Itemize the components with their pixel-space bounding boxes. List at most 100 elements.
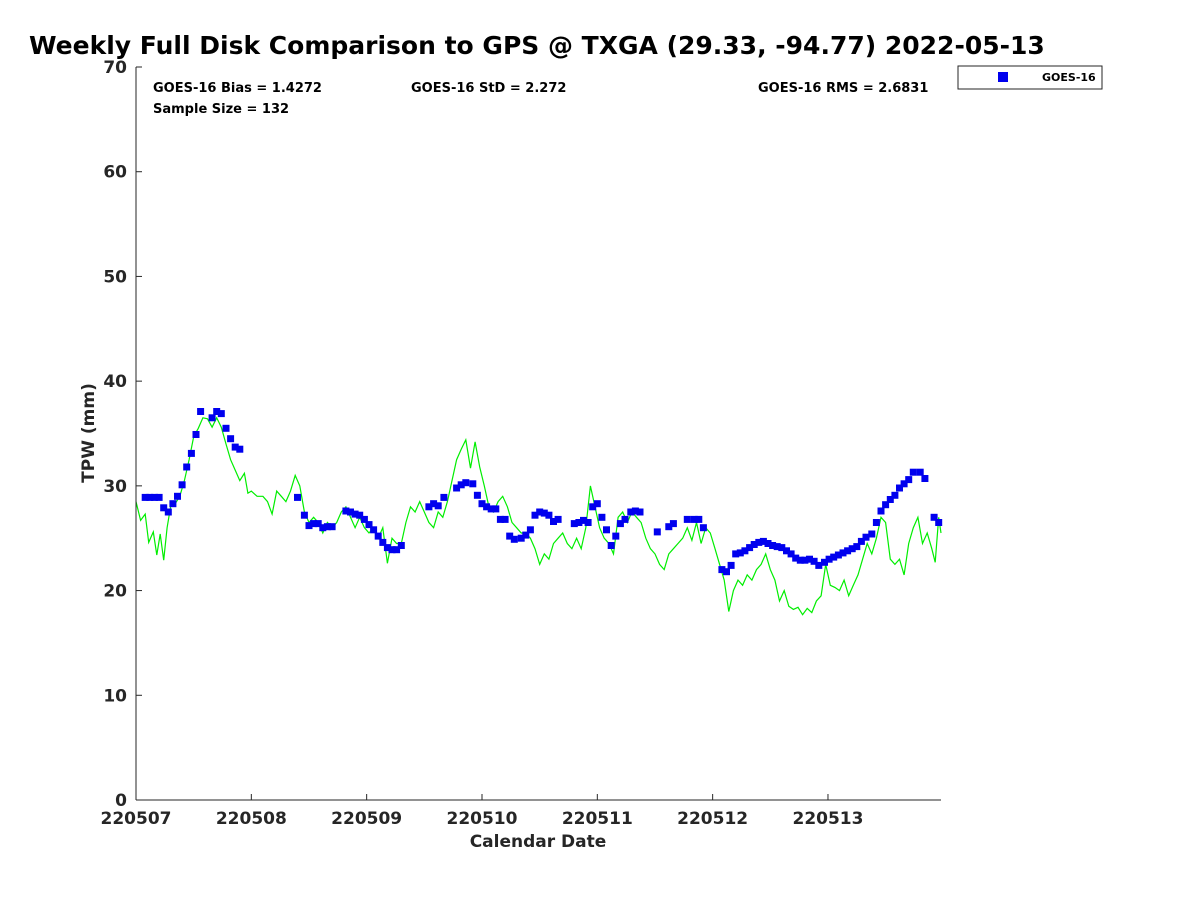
goes-16-point bbox=[935, 519, 943, 526]
goes-16-point bbox=[695, 515, 703, 523]
x-tick-label: 220513 bbox=[792, 809, 863, 829]
goes-16-point bbox=[759, 537, 767, 545]
goes-16-point bbox=[732, 550, 740, 558]
goes-16-point bbox=[683, 515, 691, 523]
goes-16-point bbox=[792, 554, 800, 562]
y-tick-label: 40 bbox=[103, 372, 127, 392]
goes-16-point bbox=[496, 515, 504, 523]
goes-16-point bbox=[397, 542, 405, 549]
goes-16-point bbox=[425, 503, 433, 511]
legend-marker bbox=[998, 72, 1008, 82]
x-tick-label: 220512 bbox=[677, 809, 748, 829]
goes-16-point bbox=[868, 530, 876, 538]
goes-16-point bbox=[736, 549, 744, 557]
std-stat: GOES-16 StD = 2.272 bbox=[411, 81, 566, 96]
goes-16-point bbox=[379, 538, 387, 546]
goes-16-point bbox=[636, 508, 644, 516]
goes-16-point bbox=[231, 443, 239, 451]
goes-16-point bbox=[501, 515, 509, 523]
goes-16-point bbox=[764, 540, 772, 547]
goes-16-point bbox=[141, 493, 149, 501]
goes-16-point bbox=[462, 479, 470, 487]
goes-16-point bbox=[365, 521, 373, 529]
y-tick-label: 30 bbox=[103, 477, 127, 497]
goes-16-point bbox=[506, 532, 514, 540]
goes-16-point bbox=[769, 542, 777, 549]
goes-16-point bbox=[727, 561, 735, 569]
legend-label: GOES-16 bbox=[1042, 71, 1096, 84]
x-ticks: 220507 220508 220509 220510 220511 220512 2205… bbox=[101, 794, 863, 829]
goes-16-point bbox=[360, 515, 368, 523]
goes-16-point bbox=[545, 511, 553, 519]
y-tick-label: 0 bbox=[115, 791, 127, 811]
goes-16-point bbox=[453, 484, 461, 492]
goes-16-point bbox=[393, 546, 401, 554]
goes-16-point bbox=[305, 522, 313, 530]
goes-16-point bbox=[821, 558, 828, 566]
goes-16-point bbox=[853, 543, 861, 551]
goes-16-point bbox=[844, 547, 852, 555]
goes-16-point bbox=[300, 511, 308, 519]
goes-16-point bbox=[187, 449, 195, 457]
goes-16-point bbox=[146, 493, 154, 501]
goes-16-series bbox=[141, 408, 943, 576]
rms-stat: GOES-16 RMS = 2.6831 bbox=[758, 81, 928, 96]
goes-16-point bbox=[839, 549, 847, 557]
goes-16-point bbox=[536, 508, 544, 516]
goes-16-point bbox=[909, 468, 917, 476]
goes-16-point bbox=[584, 519, 592, 526]
goes-16-point bbox=[374, 532, 382, 540]
goes-16-point bbox=[531, 511, 539, 519]
x-tick-label: 220510 bbox=[446, 809, 517, 829]
x-tick-label: 220509 bbox=[331, 809, 402, 829]
sample-size-stat: Sample Size = 132 bbox=[153, 102, 289, 117]
goes-16-point bbox=[483, 503, 491, 511]
goes-16-point bbox=[310, 520, 318, 528]
goes-16-point bbox=[778, 544, 786, 552]
goes-16-point bbox=[815, 561, 823, 569]
goes-16-point bbox=[434, 502, 442, 510]
goes-16-point bbox=[370, 526, 378, 534]
goes-16-point bbox=[356, 511, 364, 519]
goes-16-point bbox=[213, 408, 221, 415]
x-tick-label: 220511 bbox=[562, 809, 633, 829]
goes-16-point bbox=[222, 424, 230, 432]
goes-16-point bbox=[723, 568, 730, 576]
y-axis-label: TPW (mm) bbox=[79, 383, 99, 483]
goes-16-point bbox=[921, 475, 929, 482]
goes-16-point bbox=[801, 556, 809, 564]
goes-16-point bbox=[510, 535, 518, 543]
goes-16-point bbox=[469, 480, 477, 488]
goes-16-point bbox=[580, 516, 587, 524]
goes-16-point bbox=[750, 541, 758, 548]
goes-16-point bbox=[294, 493, 301, 501]
goes-16-point bbox=[690, 515, 698, 523]
x-axis-label: Calendar Date bbox=[470, 832, 607, 852]
y-tick-label: 60 bbox=[103, 163, 127, 183]
goes-16-point bbox=[550, 518, 557, 525]
goes-16-point bbox=[607, 542, 615, 549]
goes-16-point bbox=[319, 524, 327, 532]
legend: GOES-16 bbox=[957, 65, 1103, 90]
goes-16-point bbox=[806, 555, 813, 563]
bias-stat: GOES-16 Bias = 1.4272 bbox=[153, 81, 322, 96]
goes-16-point bbox=[217, 410, 225, 418]
goes-16-point bbox=[347, 508, 354, 516]
goes-16-point bbox=[314, 520, 322, 528]
goes-16-point bbox=[755, 538, 763, 546]
goes-16-point bbox=[665, 523, 673, 531]
y-ticks: 0 10 20 30 40 50 60 70 bbox=[103, 58, 142, 811]
goes-16-point bbox=[540, 509, 548, 517]
goes-16-point bbox=[930, 513, 938, 521]
goes-16-point bbox=[388, 546, 396, 554]
goes-16-point bbox=[825, 555, 833, 563]
goes-16-point bbox=[896, 484, 903, 492]
goes-16-point bbox=[160, 504, 168, 512]
goes-16-point bbox=[857, 537, 865, 545]
goes-16-point bbox=[862, 533, 870, 541]
y-tick-label: 50 bbox=[103, 267, 127, 287]
gps-series bbox=[135, 416, 942, 616]
goes-16-point bbox=[164, 508, 172, 516]
goes-16-point bbox=[616, 520, 624, 528]
